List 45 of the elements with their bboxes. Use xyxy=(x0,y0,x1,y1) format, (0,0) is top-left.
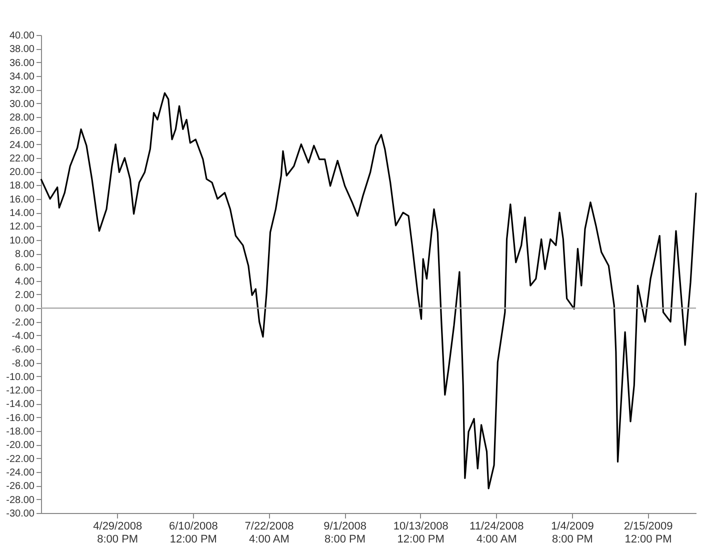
y-tick-label: 16.00 xyxy=(9,194,35,206)
y-tick-label: -24.00 xyxy=(6,468,35,479)
y-tick-label: -6.00 xyxy=(12,344,35,356)
y-tick-label: -22.00 xyxy=(6,454,35,465)
x-tick-label: 10/13/2008 12:00 PM xyxy=(393,520,448,545)
y-tick-label: 28.00 xyxy=(9,112,35,124)
x-tick-label: 4/29/2008 8:00 PM xyxy=(93,520,142,545)
y-tick-label: 12.00 xyxy=(9,222,35,233)
y-tick-label: 20.00 xyxy=(9,167,35,178)
y-tick-label: 4.00 xyxy=(15,276,35,288)
y-tick-label: 10.00 xyxy=(9,235,35,246)
y-tick-label: -2.00 xyxy=(12,317,35,328)
x-tick-label: 6/10/2008 12:00 PM xyxy=(168,520,218,545)
y-tick-label: 38.00 xyxy=(9,44,35,56)
y-tick-label: -4.00 xyxy=(12,330,35,342)
y-tick-label: 2.00 xyxy=(15,290,35,301)
y-tick-label: 8.00 xyxy=(15,249,35,260)
x-tick-label: 2/15/2009 12:00 PM xyxy=(624,520,673,545)
y-tick-label: 36.00 xyxy=(9,58,35,69)
x-tick-label: 7/22/2008 4:00 AM xyxy=(244,520,294,545)
y-tick-label: -8.00 xyxy=(12,358,35,370)
y-tick-label: 40.00 xyxy=(9,30,35,42)
y-tick-label: 0.00 xyxy=(15,304,35,315)
y-tick-label: 34.00 xyxy=(9,71,35,82)
y-tick-label: 26.00 xyxy=(9,126,35,138)
y-tick-label: -12.00 xyxy=(6,386,35,397)
x-tick-label: 11/24/2008 4:00 AM xyxy=(470,520,524,545)
y-tick-label: 6.00 xyxy=(15,262,35,274)
y-tick-label: -16.00 xyxy=(6,412,35,424)
y-tick-label: 24.00 xyxy=(9,140,35,151)
y-tick-label: -18.00 xyxy=(6,426,35,438)
x-tick-label: 9/1/2008 8:00 PM xyxy=(324,520,366,545)
y-tick-label: -14.00 xyxy=(6,399,35,410)
line-series xyxy=(40,92,697,490)
y-tick-label: 30.00 xyxy=(9,98,35,110)
y-tick-label: 18.00 xyxy=(9,180,35,192)
y-tick-label: 14.00 xyxy=(9,208,35,220)
y-tick-label: -20.00 xyxy=(6,440,35,452)
x-tick-label: 1/4/2009 8:00 PM xyxy=(551,520,594,545)
y-tick-label: -26.00 xyxy=(6,481,35,492)
y-tick-label: 32.00 xyxy=(9,85,35,96)
y-tick-label: -10.00 xyxy=(6,372,35,383)
y-tick-label: -30.00 xyxy=(6,508,35,520)
y-tick-label: 22.00 xyxy=(9,153,35,164)
y-tick-label: -28.00 xyxy=(6,494,35,506)
